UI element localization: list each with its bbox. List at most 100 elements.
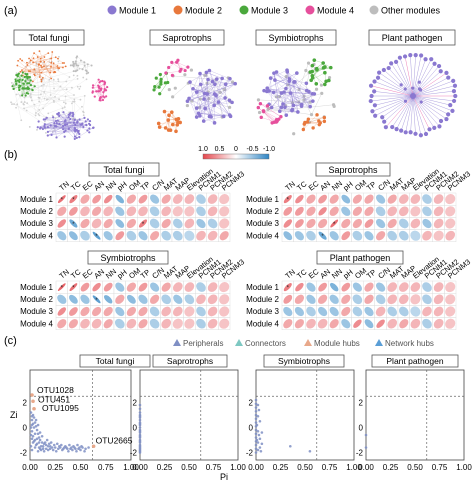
- network-node: [42, 118, 45, 121]
- network-node: [287, 77, 292, 81]
- network-node: [32, 61, 35, 64]
- network-node: [74, 60, 77, 63]
- network-node: [39, 60, 42, 63]
- network-node: [103, 83, 106, 86]
- correlation-ellipse: [398, 194, 409, 204]
- network-node: [301, 127, 306, 132]
- y-tick-label: -2: [20, 449, 28, 458]
- network-node: [63, 101, 65, 104]
- network-title-box: [149, 29, 225, 46]
- network-node: [198, 97, 202, 101]
- colorbar-tick: 1.0: [198, 146, 208, 153]
- network-edge: [399, 57, 414, 97]
- network-node: [74, 123, 77, 127]
- network-node: [432, 61, 437, 66]
- network-node: [71, 115, 74, 118]
- network-node: [323, 70, 327, 75]
- network-edge: [396, 95, 414, 130]
- network-node: [29, 93, 32, 96]
- network-edge: [63, 112, 76, 132]
- correlation-ellipse: [57, 206, 67, 216]
- network-node: [47, 52, 50, 55]
- network-edge: [375, 95, 414, 116]
- network-node: [63, 106, 66, 109]
- network-edge: [216, 79, 223, 118]
- node-point: [47, 442, 51, 446]
- network-edge: [76, 56, 85, 63]
- network-node: [102, 95, 105, 98]
- network-node: [437, 124, 442, 129]
- module-hub-point: [30, 393, 34, 397]
- node-point: [254, 413, 258, 417]
- network-node: [78, 88, 81, 90]
- correlation-ellipse: [364, 319, 374, 329]
- correlation-matrix: Plant pathogenTNTCECANNNpHOMTPC/NMATMAPE…: [246, 250, 472, 331]
- network-node: [14, 78, 17, 81]
- correlation-ellipse: [68, 307, 78, 316]
- network-node: [284, 75, 288, 79]
- y-tick-label: -2: [356, 449, 364, 458]
- correlation-ellipse: [80, 282, 90, 292]
- network-edge: [92, 79, 99, 88]
- network-edge: [412, 95, 422, 136]
- network-node: [28, 57, 30, 60]
- network-edge: [412, 77, 449, 97]
- network-edge: [400, 95, 414, 131]
- network-node: [321, 61, 325, 65]
- network-node: [188, 80, 192, 84]
- node-point: [138, 411, 142, 414]
- network-edge: [374, 91, 414, 97]
- network-edge: [261, 117, 276, 123]
- network-edge: [263, 110, 278, 122]
- correlation-ellipse: [80, 306, 90, 317]
- network-node: [61, 62, 64, 64]
- role-legend: Peripherals Connectors Module hubs Network …: [173, 339, 434, 348]
- node-point: [31, 434, 35, 438]
- x-tick-label: 0.25: [383, 463, 399, 472]
- matrix-title: Saprotrophs: [328, 165, 378, 175]
- significance-marker: *: [72, 198, 75, 204]
- network-node: [39, 93, 42, 96]
- network-edge: [199, 84, 226, 116]
- network-node: [28, 125, 31, 128]
- network-edge: [29, 78, 78, 90]
- correlation-ellipse: [184, 294, 195, 305]
- legend-swatch: [305, 5, 315, 15]
- network-node: [41, 66, 43, 69]
- network-edge: [412, 90, 454, 97]
- network-edge: [384, 95, 414, 122]
- significance-marker: *: [95, 234, 98, 240]
- network-node: [41, 78, 44, 81]
- network-edge: [24, 96, 56, 109]
- network-node: [423, 131, 429, 137]
- correlation-ellipse: [149, 282, 160, 292]
- network-node: [16, 64, 19, 67]
- network-node: [90, 64, 93, 67]
- network-node: [308, 104, 312, 109]
- legend-label: Module 3: [251, 6, 288, 16]
- correlation-ellipse: [207, 294, 218, 305]
- correlation-ellipse: [138, 231, 148, 241]
- network-edge: [14, 85, 25, 105]
- network-node: [38, 114, 41, 117]
- node-point: [256, 448, 260, 452]
- network-node: [24, 80, 27, 83]
- node-point: [254, 451, 258, 454]
- network-node: [98, 87, 101, 90]
- correlation-ellipse: [445, 194, 456, 205]
- x-tick-label: 0.00: [132, 463, 148, 472]
- network-edge: [282, 93, 313, 105]
- correlation-ellipse: [387, 306, 398, 317]
- correlation-ellipse: [352, 294, 363, 305]
- network-node: [57, 111, 60, 115]
- network-node: [31, 80, 34, 83]
- correlation-ellipse: [329, 194, 339, 204]
- legend-swatch: [107, 5, 117, 15]
- network-node: [82, 114, 85, 117]
- network-node: [52, 116, 55, 119]
- correlation-ellipse: [306, 306, 316, 317]
- network-saprotrophs: Saprotrophs: [149, 29, 237, 134]
- network-node: [57, 55, 60, 58]
- network-node: [30, 99, 33, 102]
- correlation-ellipse: [329, 231, 339, 241]
